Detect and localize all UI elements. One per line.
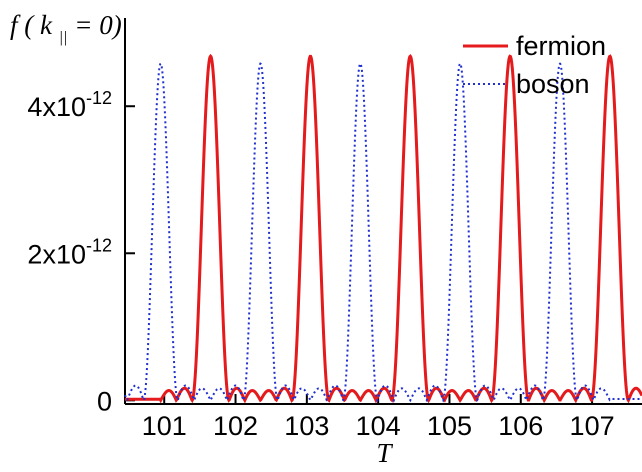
plot-frame xyxy=(124,18,642,405)
series-layer xyxy=(124,53,642,404)
series-line-fermion xyxy=(125,53,642,404)
x-tick-label: 104 xyxy=(356,411,401,441)
y-tick-label: 0 xyxy=(97,386,112,416)
y-axis-label: f ( k || = 0) xyxy=(10,10,122,48)
y-axis-label-rest: = 0) xyxy=(74,10,121,40)
x-tick-label: 106 xyxy=(498,411,543,441)
x-tick-label: 101 xyxy=(142,411,187,441)
x-tick-label: 102 xyxy=(213,411,258,441)
series-line-boson xyxy=(124,61,642,404)
y-axis-label-open: ( xyxy=(24,10,35,40)
y-ticks: 0 2x10-12 4x10-12 xyxy=(27,88,135,416)
legend: fermion boson xyxy=(463,31,606,99)
x-tick-label: 107 xyxy=(570,411,615,441)
y-axis-label-k: k xyxy=(40,10,53,40)
y-axis-label-sub: || xyxy=(59,29,68,46)
y-axis-label-prefix: f xyxy=(10,10,21,40)
y-tick-label: 4x10-12 xyxy=(27,88,112,122)
legend-label-fermion: fermion xyxy=(516,31,606,61)
x-axis-label: T xyxy=(376,438,393,468)
legend-label-boson: boson xyxy=(516,69,590,99)
x-ticks: 101 102 103 104 105 106 107 xyxy=(142,394,615,441)
y-tick-label: 2x10-12 xyxy=(27,235,112,269)
x-tick-label: 103 xyxy=(284,411,329,441)
x-tick-label: 105 xyxy=(427,411,472,441)
